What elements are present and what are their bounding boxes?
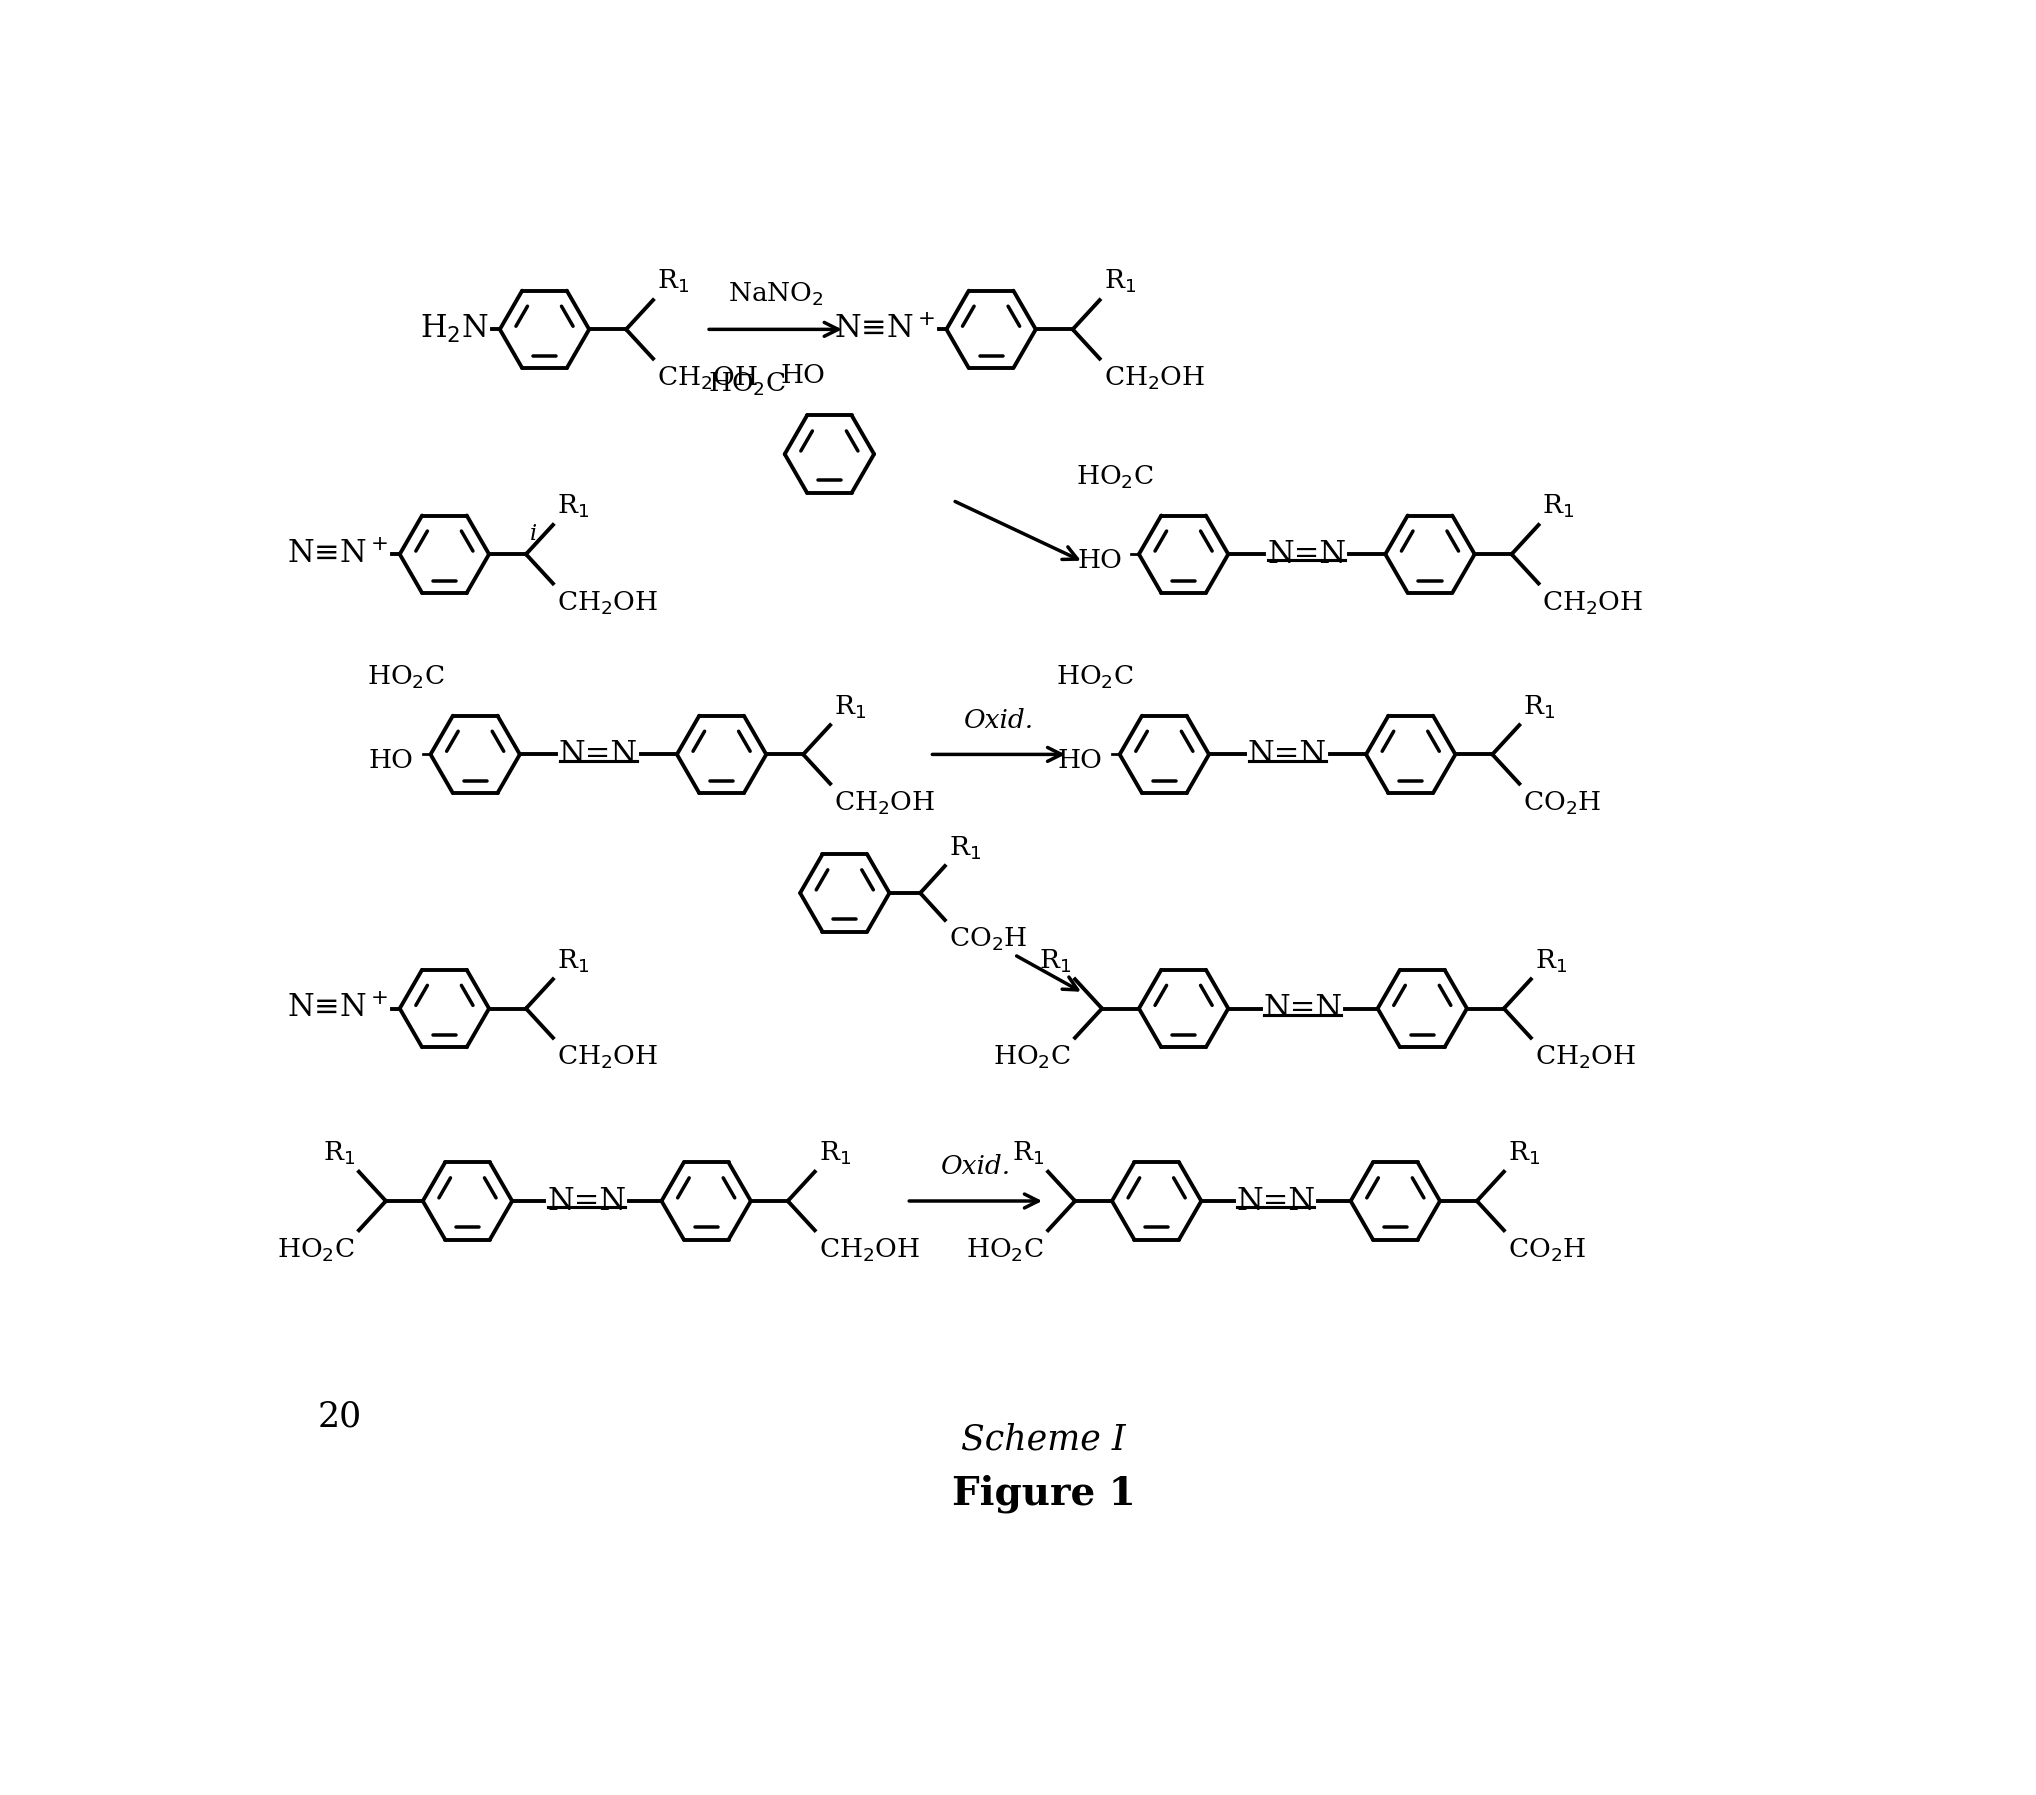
Text: R$_1$: R$_1$ (556, 494, 588, 521)
Text: CH$_2$OH: CH$_2$OH (556, 589, 658, 617)
Text: N=N: N=N (1264, 993, 1342, 1023)
Text: R$_1$: R$_1$ (1523, 693, 1556, 720)
Text: HO$_2$C: HO$_2$C (1075, 463, 1154, 490)
Text: N=N: N=N (1248, 740, 1327, 770)
Text: CH$_2$OH: CH$_2$OH (1535, 1045, 1635, 1072)
Text: HO: HO (1077, 547, 1122, 573)
Text: HO: HO (780, 363, 825, 388)
Text: R$_1$: R$_1$ (324, 1140, 354, 1167)
Text: CO$_2$H: CO$_2$H (1523, 790, 1602, 817)
Text: HO$_2$C: HO$_2$C (1057, 664, 1134, 691)
Text: R$_1$: R$_1$ (1509, 1140, 1539, 1167)
Text: Scheme I: Scheme I (961, 1423, 1126, 1458)
Text: CH$_2$OH: CH$_2$OH (1104, 364, 1205, 393)
Text: HO$_2$C: HO$_2$C (967, 1237, 1044, 1264)
Text: CH$_2$OH: CH$_2$OH (556, 1045, 658, 1072)
Text: R$_1$: R$_1$ (835, 693, 865, 720)
Text: CO$_2$H: CO$_2$H (1509, 1237, 1586, 1264)
Text: N≡N$^+$: N≡N$^+$ (287, 993, 389, 1023)
Text: H$_2$N: H$_2$N (419, 314, 489, 345)
Text: CH$_2$OH: CH$_2$OH (818, 1237, 920, 1264)
Text: i: i (529, 522, 538, 546)
Text: R$_1$: R$_1$ (949, 835, 981, 862)
Text: N=N: N=N (1236, 1185, 1315, 1217)
Text: R$_1$: R$_1$ (1543, 494, 1574, 521)
Text: CH$_2$OH: CH$_2$OH (658, 364, 757, 393)
Text: HO$_2$C: HO$_2$C (366, 664, 446, 691)
Text: R$_1$: R$_1$ (1038, 948, 1071, 975)
Text: N≡N$^+$: N≡N$^+$ (287, 538, 389, 569)
Text: Oxid.: Oxid. (941, 1154, 1010, 1179)
Text: Oxid.: Oxid. (963, 707, 1034, 732)
Text: R$_1$: R$_1$ (1104, 267, 1136, 296)
Text: Figure 1: Figure 1 (951, 1474, 1136, 1513)
Text: NaNO$_2$: NaNO$_2$ (727, 280, 823, 307)
Text: CH$_2$OH: CH$_2$OH (1543, 589, 1643, 617)
Text: R$_1$: R$_1$ (1535, 948, 1568, 975)
Text: N=N: N=N (548, 1185, 627, 1217)
Text: N≡N$^+$: N≡N$^+$ (835, 314, 935, 345)
Text: N=N: N=N (1266, 538, 1346, 569)
Text: HO: HO (1059, 749, 1104, 774)
Text: 20: 20 (318, 1400, 362, 1434)
Text: R$_1$: R$_1$ (1012, 1140, 1044, 1167)
Text: R$_1$: R$_1$ (818, 1140, 851, 1167)
Text: CH$_2$OH: CH$_2$OH (835, 790, 935, 817)
Text: HO: HO (369, 749, 413, 774)
Text: R$_1$: R$_1$ (556, 948, 588, 975)
Text: HO$_2$C: HO$_2$C (277, 1237, 354, 1264)
Text: HO$_2$C: HO$_2$C (994, 1045, 1071, 1072)
Text: R$_1$: R$_1$ (658, 267, 688, 296)
Text: CO$_2$H: CO$_2$H (949, 926, 1026, 953)
Text: HO$_2$C: HO$_2$C (709, 372, 786, 398)
Text: N=N: N=N (558, 740, 637, 770)
